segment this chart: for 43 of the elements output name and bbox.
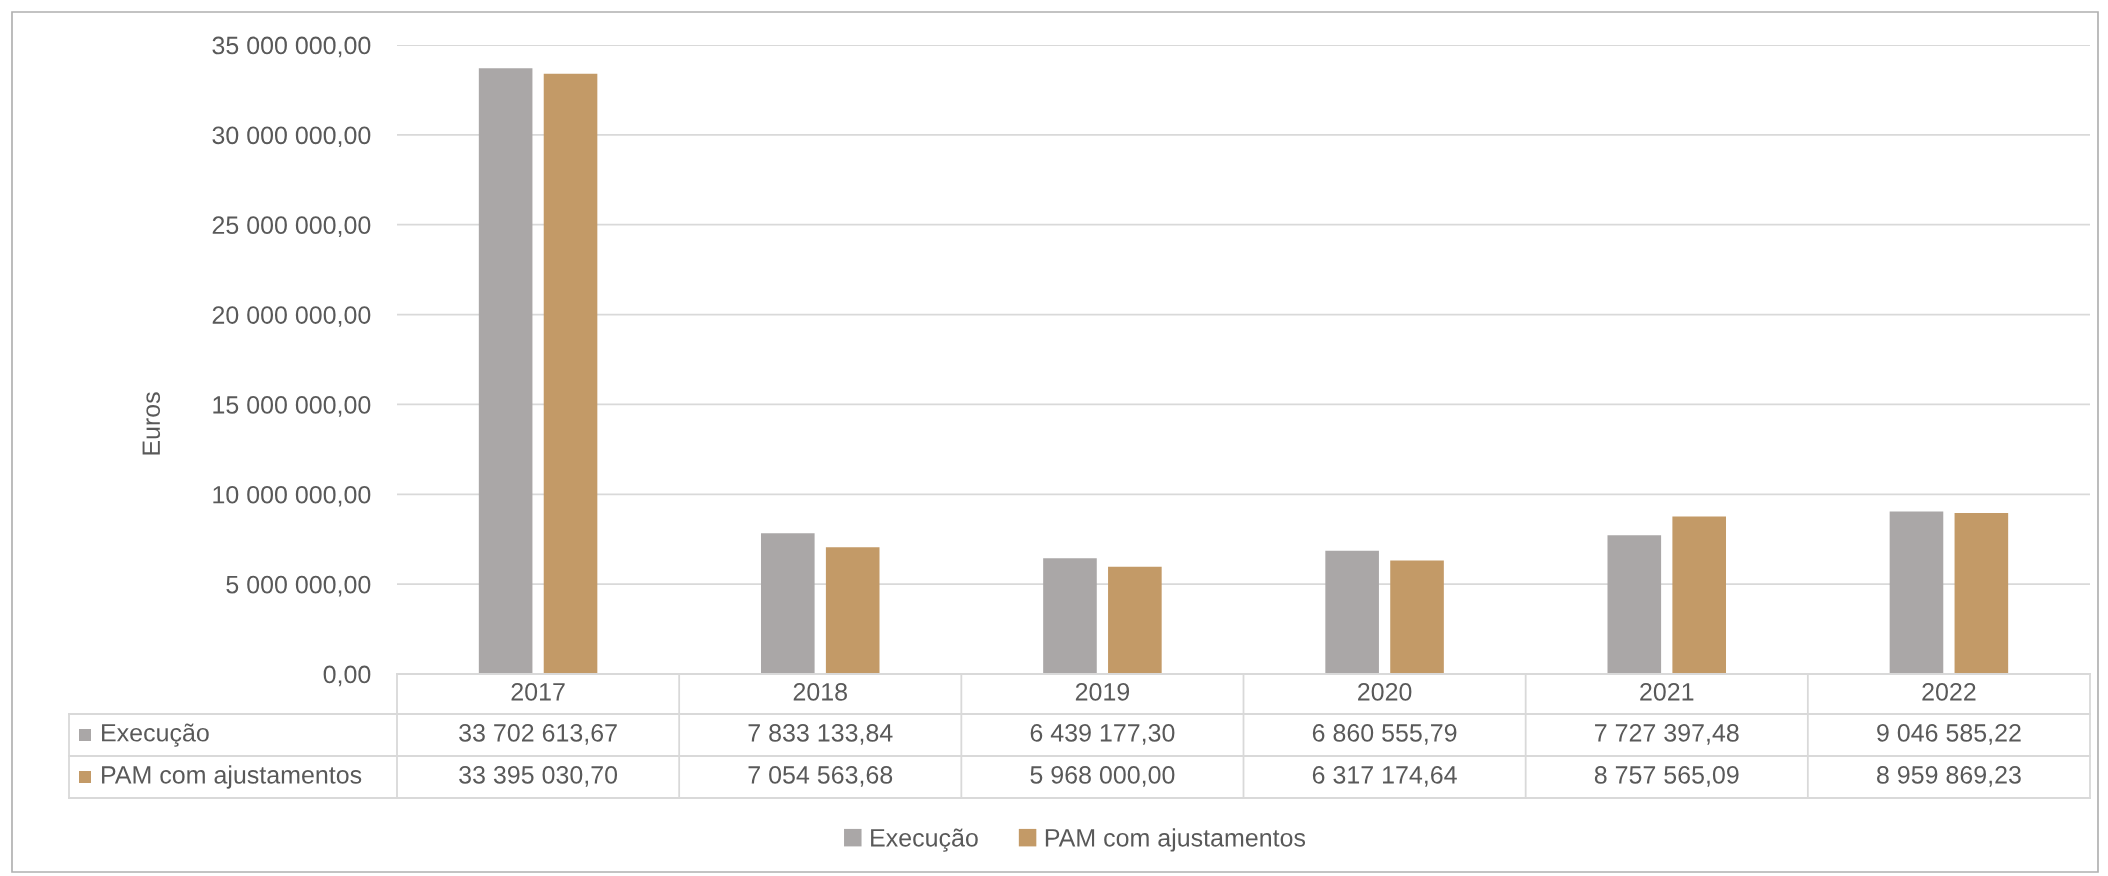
- data-label: 8 959 869,23: [1877, 766, 2021, 787]
- y-tick-label: 15 000 000,00: [213, 396, 371, 417]
- data-label: 6 439 177,30: [1030, 724, 1175, 745]
- bar: [760, 533, 815, 674]
- bar: [1954, 512, 2009, 674]
- y-tick-label: 35 000 000,00: [212, 36, 371, 58]
- x-tick-label: 2019: [1075, 682, 1130, 701]
- text: Execução: [102, 723, 209, 747]
- text: PAM com ajustamentos: [102, 765, 362, 789]
- x-tick-label: 2022: [1922, 682, 1976, 701]
- bar: [1043, 558, 1097, 674]
- data-label: 33 702 613,67: [459, 724, 617, 745]
- y-tick-label: 5 000 000,00: [226, 575, 371, 597]
- bar: [1325, 550, 1379, 674]
- y-axis-title: Euros: [142, 392, 161, 455]
- data-label: 7 727 397,48: [1595, 724, 1739, 745]
- y-tick-label: 20 000 000,00: [212, 306, 371, 327]
- x-tick-label: 2020: [1358, 682, 1412, 701]
- data-label: 9 046 585,22: [1877, 724, 2021, 745]
- x-tick-label: 2021: [1640, 682, 1694, 701]
- bar: [1607, 535, 1662, 674]
- x-tick-label: 2018: [793, 682, 847, 701]
- bar: [1108, 566, 1162, 674]
- bar: [825, 547, 880, 674]
- data-label: 7 054 563,68: [748, 766, 893, 787]
- legend-label: PAM com ajustamentos: [1045, 828, 1306, 852]
- y-tick-label: 10 000 000,00: [213, 485, 371, 507]
- data-label: 8 757 565,09: [1594, 766, 1739, 787]
- bar: [478, 68, 533, 674]
- data-label: 6 317 174,64: [1312, 766, 1457, 787]
- data-label: 6 860 555,79: [1312, 724, 1457, 745]
- legend-label: Execução: [871, 828, 978, 852]
- y-tick-label: 0,00: [323, 665, 371, 687]
- bar: [1390, 560, 1444, 674]
- data-label: 7 833 133,84: [748, 724, 893, 745]
- bar: [1672, 516, 1726, 674]
- data-label: 5 968 000,00: [1030, 766, 1175, 787]
- x-tick-label: 2017: [511, 682, 565, 701]
- data-label: 33 395 030,70: [459, 766, 618, 787]
- bar: [543, 73, 598, 674]
- y-tick-label: 30 000 000,00: [212, 126, 371, 148]
- bar: [1889, 511, 1944, 674]
- y-tick-label: 25 000 000,00: [212, 216, 371, 237]
